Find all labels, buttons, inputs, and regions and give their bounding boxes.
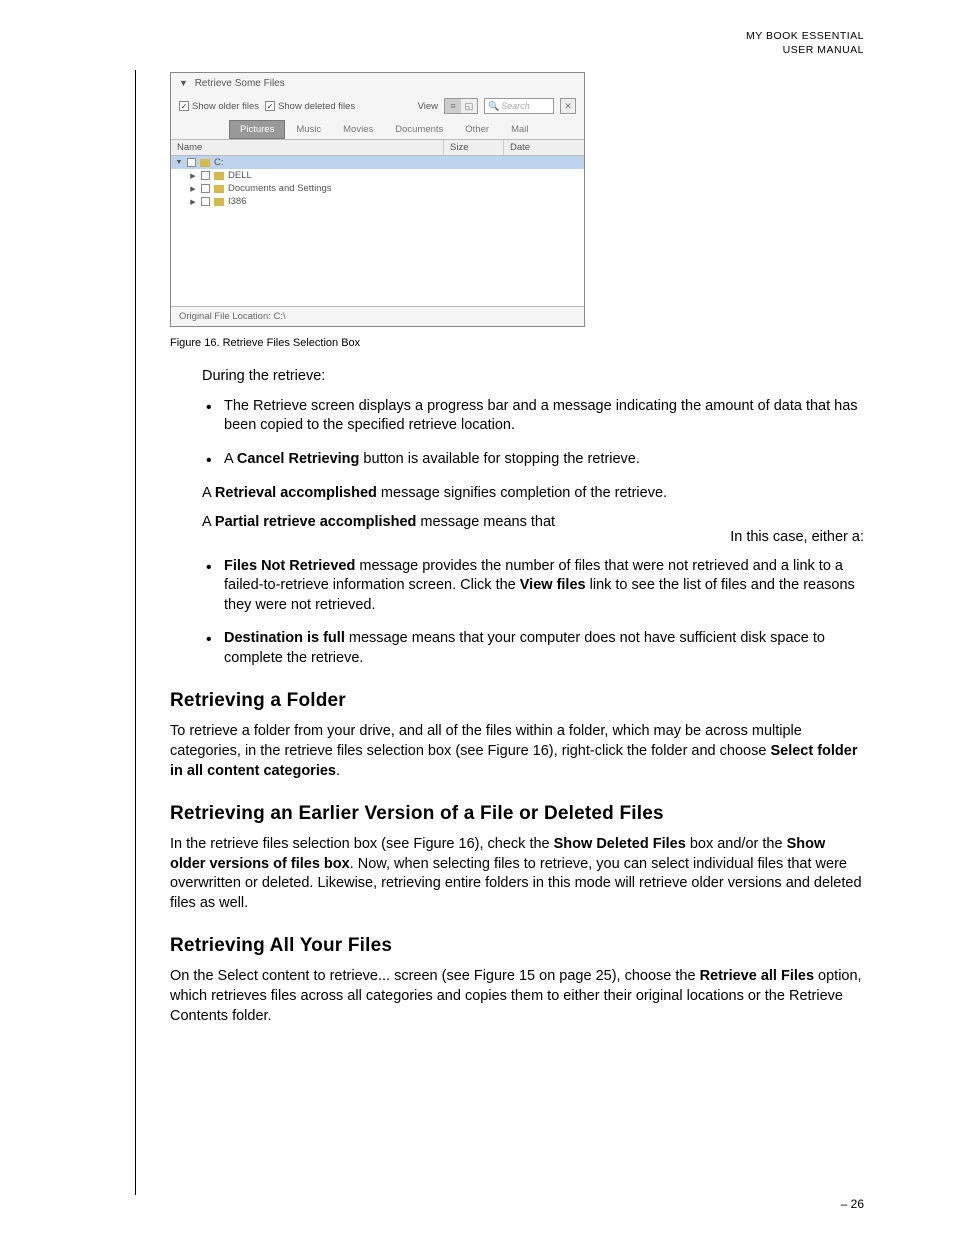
tab-pictures[interactable]: Pictures	[229, 120, 285, 139]
para-folder: To retrieve a folder from your drive, an…	[170, 722, 864, 781]
file-row[interactable]: ▶ I386	[171, 195, 584, 208]
figure-caption: Figure 16. Retrieve Files Selection Box	[170, 337, 864, 349]
row-checkbox[interactable]	[187, 158, 196, 167]
text: To retrieve a folder from your drive, an…	[170, 723, 802, 759]
footer-label: Original File Location:	[179, 311, 271, 322]
folder-icon	[214, 198, 224, 206]
screenshot-toolbar: ✓ Show older files ✓ Show deleted files …	[171, 94, 584, 120]
grid-view-icon[interactable]: ◱	[461, 99, 477, 113]
category-tabs: Pictures Music Movies Documents Other Ma…	[171, 120, 584, 139]
para-earlier: In the retrieve files selection box (see…	[170, 835, 864, 913]
view-label: View	[418, 101, 438, 112]
list-item: The Retrieve screen displays a progress …	[202, 397, 864, 436]
file-row[interactable]: ▶ Documents and Settings	[171, 182, 584, 195]
file-list: ▼ C: ▶ DELL ▶ Documents and Settings	[171, 156, 584, 306]
vertical-rule	[135, 70, 136, 1195]
screenshot-title: Retrieve Some Files	[195, 78, 285, 89]
bullet-list-2: Files Not Retrieved message provides the…	[202, 557, 864, 669]
bold-text: Retrieval accomplished	[215, 485, 377, 501]
col-name[interactable]: Name	[171, 140, 444, 155]
bold-text: Files Not Retrieved	[224, 558, 355, 574]
expand-icon[interactable]: ▶	[189, 198, 197, 206]
text: In the retrieve files selection box (see…	[170, 836, 554, 852]
row-checkbox[interactable]	[201, 184, 210, 193]
search-icon: 🔍	[488, 101, 499, 112]
para-during: During the retrieve:	[202, 367, 864, 387]
screenshot-footer: Original File Location: C:\	[171, 306, 584, 326]
tab-mail[interactable]: Mail	[500, 120, 539, 139]
header-line1: MY BOOK ESSENTIAL	[135, 30, 864, 44]
show-deleted-label: Show deleted files	[278, 101, 355, 112]
show-older-label: Show older files	[192, 101, 259, 112]
page-header: MY BOOK ESSENTIAL USER MANUAL	[135, 30, 864, 57]
text: message signifies completion of the retr…	[377, 485, 667, 501]
collapse-arrow-icon[interactable]: ▼	[179, 78, 188, 88]
bullet-list-1: The Retrieve screen displays a progress …	[202, 397, 864, 470]
list-item: Destination is full message means that y…	[202, 629, 864, 668]
folder-icon	[214, 185, 224, 193]
text: A	[202, 485, 215, 501]
heading-earlier-version: Retrieving an Earlier Version of a File …	[170, 803, 864, 825]
file-row[interactable]: ▼ C:	[171, 156, 584, 169]
heading-all-files: Retrieving All Your Files	[170, 935, 864, 957]
expand-icon[interactable]: ▼	[175, 159, 183, 166]
list-item: Files Not Retrieved message provides the…	[202, 557, 864, 616]
page-number: – 26	[841, 1197, 864, 1211]
text: message means that	[416, 514, 555, 530]
bold-text: Cancel Retrieving	[237, 451, 360, 467]
bold-text: Show Deleted Files	[554, 836, 686, 852]
tab-music[interactable]: Music	[285, 120, 332, 139]
text: On the Select content to retrieve... scr…	[170, 968, 700, 984]
text: A	[202, 514, 215, 530]
list-view-icon[interactable]: ≡	[445, 99, 461, 113]
expand-icon[interactable]: ▶	[189, 185, 197, 193]
text: .	[336, 763, 340, 779]
check-icon: ✓	[179, 101, 189, 111]
heading-retrieving-folder: Retrieving a Folder	[170, 690, 864, 712]
row-label: DELL	[228, 170, 252, 181]
tab-movies[interactable]: Movies	[332, 120, 384, 139]
show-older-checkbox[interactable]: ✓ Show older files	[179, 101, 259, 112]
row-label: Documents and Settings	[228, 183, 332, 194]
close-icon[interactable]: ✕	[560, 98, 576, 114]
list-item: A Cancel Retrieving button is available …	[202, 450, 864, 470]
col-size[interactable]: Size	[444, 140, 504, 155]
screenshot-titlebar: ▼ Retrieve Some Files	[171, 73, 584, 94]
view-buttons: ≡ ◱	[444, 98, 478, 114]
header-line2: USER MANUAL	[135, 44, 864, 58]
bold-text: Retrieve all Files	[700, 968, 814, 984]
check-icon: ✓	[265, 101, 275, 111]
folder-icon	[200, 159, 210, 167]
bold-text: Destination is full	[224, 630, 345, 646]
row-label: C:	[214, 157, 224, 168]
column-headers: Name Size Date	[171, 139, 584, 156]
search-placeholder: Search	[501, 101, 530, 111]
screenshot-box: ▼ Retrieve Some Files ✓ Show older files…	[170, 72, 585, 327]
search-input[interactable]: 🔍 Search	[484, 98, 554, 114]
expand-icon[interactable]: ▶	[189, 172, 197, 180]
folder-icon	[214, 172, 224, 180]
footer-value: C:\	[274, 311, 286, 322]
file-row[interactable]: ▶ DELL	[171, 169, 584, 182]
tab-documents[interactable]: Documents	[384, 120, 454, 139]
text: box and/or the	[686, 836, 787, 852]
bullet-text: A	[224, 451, 237, 467]
row-checkbox[interactable]	[201, 197, 210, 206]
show-deleted-checkbox[interactable]: ✓ Show deleted files	[265, 101, 355, 112]
tab-other[interactable]: Other	[454, 120, 500, 139]
row-checkbox[interactable]	[201, 171, 210, 180]
bullet-text: The Retrieve screen displays a progress …	[224, 398, 858, 434]
para-accomplished: A Retrieval accomplished message signifi…	[202, 484, 864, 504]
col-date[interactable]: Date	[504, 140, 584, 155]
bold-text: View files	[520, 577, 586, 593]
bullet-text: button is available for stopping the ret…	[359, 451, 640, 467]
para-all: On the Select content to retrieve... scr…	[170, 967, 864, 1026]
row-label: I386	[228, 196, 247, 207]
bold-text: Partial retrieve accomplished	[215, 514, 417, 530]
